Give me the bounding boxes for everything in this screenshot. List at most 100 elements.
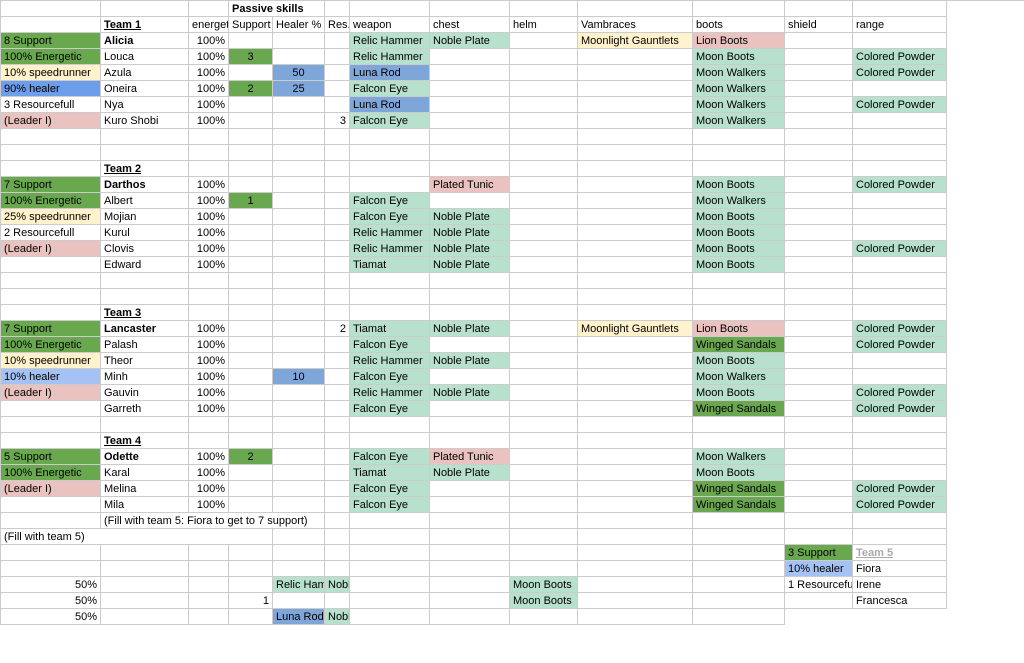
- cell[interactable]: [325, 481, 350, 497]
- trait-cell[interactable]: (Leader I): [1, 113, 101, 129]
- cell[interactable]: [273, 273, 325, 289]
- column-header[interactable]: chest: [430, 17, 510, 33]
- cell[interactable]: [325, 513, 350, 529]
- item-cell[interactable]: Relic Hammer: [350, 225, 430, 241]
- column-header[interactable]: shield: [785, 17, 853, 33]
- cell[interactable]: [430, 497, 510, 513]
- cell[interactable]: [578, 593, 693, 609]
- character-name[interactable]: Lancaster: [101, 321, 189, 337]
- cell[interactable]: [510, 97, 578, 113]
- cell[interactable]: [510, 161, 578, 177]
- cell[interactable]: [510, 65, 578, 81]
- cell[interactable]: [430, 289, 510, 305]
- cell[interactable]: [578, 353, 693, 369]
- cell[interactable]: [693, 161, 785, 177]
- cell[interactable]: [510, 241, 578, 257]
- cell[interactable]: [430, 545, 510, 561]
- cell[interactable]: [430, 513, 510, 529]
- cell[interactable]: [578, 193, 693, 209]
- cell[interactable]: [325, 49, 350, 65]
- cell[interactable]: [1, 497, 101, 513]
- energetic-pct[interactable]: 50%: [1, 577, 101, 593]
- cell[interactable]: [853, 209, 947, 225]
- cell[interactable]: [785, 305, 853, 321]
- cell[interactable]: [325, 545, 350, 561]
- cell[interactable]: [325, 145, 350, 161]
- cell[interactable]: [1, 545, 101, 561]
- cell[interactable]: [853, 129, 947, 145]
- cell[interactable]: [350, 129, 430, 145]
- cell[interactable]: [229, 33, 273, 49]
- cell[interactable]: [785, 257, 853, 273]
- cell[interactable]: [578, 609, 693, 625]
- item-cell[interactable]: Noble Plate: [430, 209, 510, 225]
- energetic-pct[interactable]: 100%: [189, 241, 229, 257]
- item-cell[interactable]: Noble Plate: [430, 225, 510, 241]
- item-cell[interactable]: Moon Boots: [510, 577, 578, 593]
- passive-header[interactable]: Passive skills: [229, 1, 325, 17]
- trait-cell[interactable]: 10% speedrunner: [1, 353, 101, 369]
- cell[interactable]: [853, 465, 947, 481]
- cell[interactable]: [853, 449, 947, 465]
- cell[interactable]: [785, 97, 853, 113]
- cell[interactable]: [1, 1, 101, 17]
- cell[interactable]: [273, 449, 325, 465]
- character-name[interactable]: Alicia: [101, 33, 189, 49]
- item-cell[interactable]: Plated Tunic: [430, 449, 510, 465]
- cell[interactable]: [325, 401, 350, 417]
- item-cell[interactable]: Colored Powder: [853, 177, 947, 193]
- cell[interactable]: [101, 545, 189, 561]
- cell[interactable]: [325, 385, 350, 401]
- cell[interactable]: [1, 561, 101, 577]
- cell[interactable]: [578, 497, 693, 513]
- cell[interactable]: [229, 209, 273, 225]
- cell[interactable]: [510, 433, 578, 449]
- cell[interactable]: [510, 193, 578, 209]
- character-name[interactable]: Palash: [101, 337, 189, 353]
- item-cell[interactable]: Falcon Eye: [350, 113, 430, 129]
- cell[interactable]: [325, 209, 350, 225]
- item-cell[interactable]: Noble Plate: [430, 321, 510, 337]
- cell[interactable]: [785, 145, 853, 161]
- cell[interactable]: [853, 161, 947, 177]
- cell[interactable]: [578, 113, 693, 129]
- item-cell[interactable]: Falcon Eye: [350, 497, 430, 513]
- cell[interactable]: [510, 417, 578, 433]
- energetic-pct[interactable]: 100%: [189, 497, 229, 513]
- character-name[interactable]: Irene: [853, 577, 947, 593]
- energetic-pct[interactable]: 100%: [189, 193, 229, 209]
- cell[interactable]: [510, 113, 578, 129]
- cell[interactable]: [430, 401, 510, 417]
- energetic-pct[interactable]: 100%: [189, 49, 229, 65]
- cell[interactable]: [578, 145, 693, 161]
- cell[interactable]: [578, 465, 693, 481]
- energetic-pct[interactable]: 50%: [1, 609, 101, 625]
- column-header[interactable]: range: [853, 17, 947, 33]
- character-name[interactable]: Odette: [101, 449, 189, 465]
- cell[interactable]: [189, 129, 229, 145]
- cell[interactable]: [853, 417, 947, 433]
- cell[interactable]: [430, 305, 510, 321]
- item-cell[interactable]: Colored Powder: [853, 97, 947, 113]
- column-header[interactable]: Support: [229, 17, 273, 33]
- cell[interactable]: [229, 145, 273, 161]
- item-cell[interactable]: Moon Boots: [510, 593, 578, 609]
- note-cell[interactable]: (Fill with team 5: Fiora to get to 7 sup…: [101, 513, 325, 529]
- cell[interactable]: [1, 129, 101, 145]
- cell[interactable]: [1, 17, 101, 33]
- item-cell[interactable]: Falcon Eye: [350, 481, 430, 497]
- res-value[interactable]: 1: [229, 593, 273, 609]
- cell[interactable]: [785, 481, 853, 497]
- item-cell[interactable]: Falcon Eye: [350, 81, 430, 97]
- cell[interactable]: [325, 129, 350, 145]
- trait-cell[interactable]: 7 Support: [1, 321, 101, 337]
- support-value[interactable]: 1: [229, 193, 273, 209]
- team-header[interactable]: Team 4: [101, 433, 189, 449]
- cell[interactable]: [1, 161, 101, 177]
- item-cell[interactable]: Lion Boots: [693, 33, 785, 49]
- cell[interactable]: [273, 113, 325, 129]
- cell[interactable]: [229, 609, 273, 625]
- cell[interactable]: [785, 113, 853, 129]
- cell[interactable]: [510, 353, 578, 369]
- cell[interactable]: [101, 609, 189, 625]
